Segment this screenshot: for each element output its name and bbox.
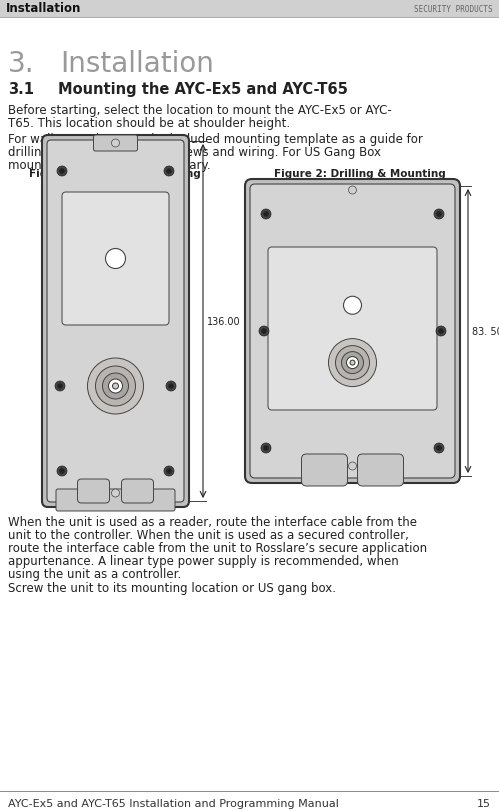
FancyBboxPatch shape: [121, 479, 154, 504]
Text: appurtenance. A linear type power supply is recommended, when: appurtenance. A linear type power supply…: [8, 554, 399, 568]
Text: route the interface cable from the unit to Rosslare’s secure application: route the interface cable from the unit …: [8, 541, 427, 554]
Circle shape: [105, 249, 126, 269]
Circle shape: [343, 297, 361, 315]
Text: 15: 15: [477, 798, 491, 808]
FancyBboxPatch shape: [0, 0, 499, 18]
Text: 136.00: 136.00: [207, 316, 241, 327]
Text: Screw the unit to its mounting location or US gang box.: Screw the unit to its mounting location …: [8, 581, 336, 594]
Circle shape: [348, 462, 356, 470]
Circle shape: [164, 167, 174, 177]
Text: mounting, no drilling is necessary.: mounting, no drilling is necessary.: [8, 159, 211, 172]
Circle shape: [348, 187, 356, 195]
Circle shape: [57, 466, 67, 476]
Circle shape: [341, 352, 363, 374]
Circle shape: [102, 374, 129, 400]
Circle shape: [328, 339, 377, 387]
Circle shape: [259, 327, 269, 337]
Text: 3.1: 3.1: [8, 82, 34, 97]
FancyBboxPatch shape: [42, 135, 189, 508]
Text: When the unit is used as a reader, route the interface cable from the: When the unit is used as a reader, route…: [8, 515, 417, 528]
FancyBboxPatch shape: [250, 185, 455, 478]
FancyBboxPatch shape: [268, 247, 437, 410]
Circle shape: [263, 446, 269, 451]
Circle shape: [263, 212, 269, 217]
FancyBboxPatch shape: [47, 141, 184, 502]
Circle shape: [434, 210, 444, 220]
Circle shape: [112, 384, 118, 389]
Circle shape: [261, 328, 267, 334]
Circle shape: [350, 361, 355, 366]
Circle shape: [57, 167, 67, 177]
Circle shape: [57, 384, 63, 389]
Circle shape: [436, 446, 442, 451]
Text: unit to the controller. When the unit is used as a secured controller,: unit to the controller. When the unit is…: [8, 528, 409, 541]
Circle shape: [55, 381, 65, 392]
Circle shape: [335, 346, 369, 380]
Circle shape: [438, 328, 444, 334]
Circle shape: [166, 469, 172, 474]
Text: Figure 2: Drilling & Mounting
Template for AYC-T65: Figure 2: Drilling & Mounting Template f…: [274, 169, 446, 191]
FancyBboxPatch shape: [77, 479, 109, 504]
FancyBboxPatch shape: [357, 454, 404, 487]
Circle shape: [111, 139, 119, 148]
Text: SECURITY PRODUCTS: SECURITY PRODUCTS: [414, 5, 493, 14]
Circle shape: [87, 358, 144, 414]
Circle shape: [95, 367, 136, 406]
Circle shape: [166, 381, 176, 392]
Text: For wall mounting, use the included mounting template as a guide for: For wall mounting, use the included moun…: [8, 133, 423, 146]
FancyBboxPatch shape: [56, 489, 175, 512]
Circle shape: [261, 210, 271, 220]
Circle shape: [261, 444, 271, 453]
Circle shape: [59, 169, 65, 174]
Text: T65. This location should be at shoulder height.: T65. This location should be at shoulder…: [8, 117, 290, 130]
Text: Mounting the AYC-Ex5 and AYC-T65: Mounting the AYC-Ex5 and AYC-T65: [58, 82, 348, 97]
Circle shape: [166, 169, 172, 174]
Circle shape: [436, 212, 442, 217]
Circle shape: [168, 384, 174, 389]
Text: Installation: Installation: [6, 2, 81, 15]
Circle shape: [434, 444, 444, 453]
FancyBboxPatch shape: [245, 180, 460, 483]
Text: AYC-Ex5 and AYC-T65 Installation and Programming Manual: AYC-Ex5 and AYC-T65 Installation and Pro…: [8, 798, 339, 808]
Text: using the unit as a controller.: using the unit as a controller.: [8, 568, 181, 581]
Text: 3.: 3.: [8, 50, 34, 78]
Text: 83. 50: 83. 50: [472, 327, 499, 337]
Text: Installation: Installation: [60, 50, 214, 78]
Circle shape: [59, 469, 65, 474]
FancyBboxPatch shape: [301, 454, 347, 487]
Circle shape: [346, 357, 358, 369]
Text: Figure 1: Drilling & Mounting
Template for AYC-Ex5: Figure 1: Drilling & Mounting Template f…: [29, 169, 201, 191]
FancyBboxPatch shape: [93, 135, 138, 152]
Circle shape: [108, 380, 122, 393]
Circle shape: [111, 489, 119, 497]
Text: drilling holes for mounting screws and wiring. For US Gang Box: drilling holes for mounting screws and w…: [8, 146, 381, 159]
Text: Before starting, select the location to mount the AYC-Ex5 or AYC-: Before starting, select the location to …: [8, 104, 392, 117]
Circle shape: [164, 466, 174, 476]
Circle shape: [436, 327, 446, 337]
FancyBboxPatch shape: [62, 193, 169, 325]
